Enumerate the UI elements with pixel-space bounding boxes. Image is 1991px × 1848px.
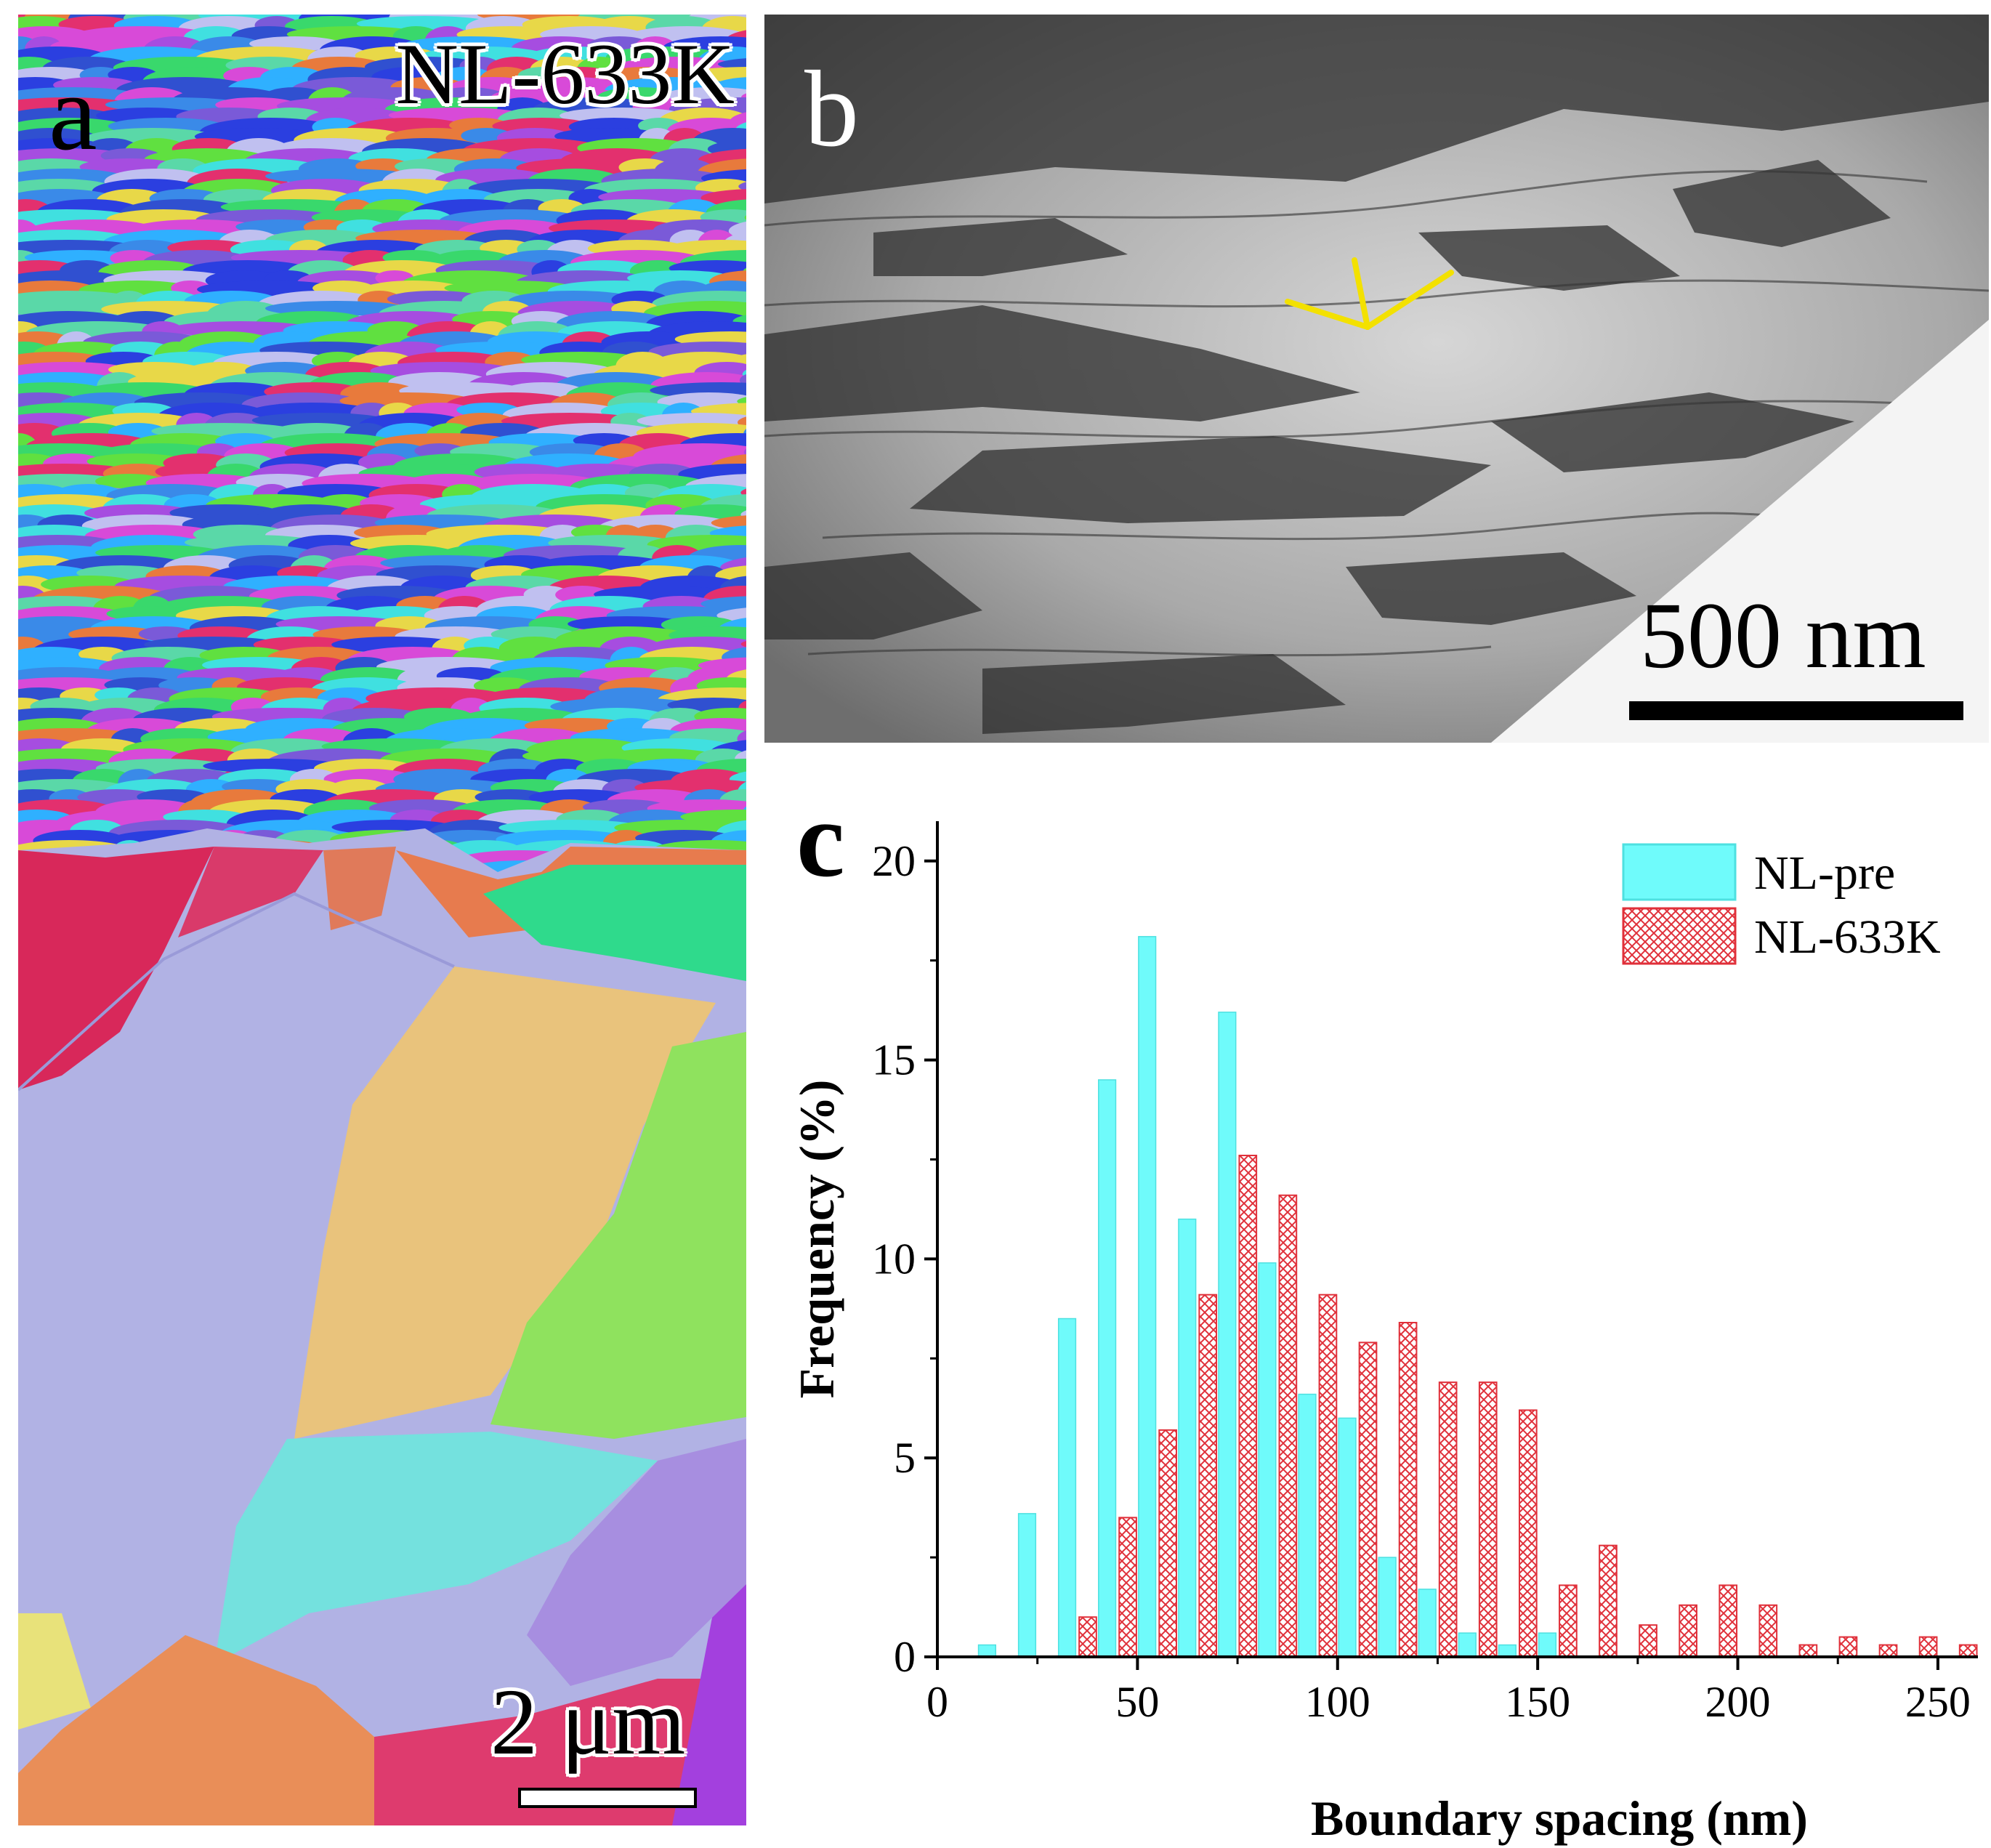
scale-bar-label-b: 500 nm	[1640, 584, 1926, 688]
bar-nl-633k	[1358, 1341, 1378, 1658]
bar-nl-pre	[1538, 1632, 1557, 1658]
x-tick-label: 250	[1905, 1678, 1971, 1726]
bar-nl-633k	[1918, 1636, 1938, 1658]
bar-nl-633k	[1198, 1294, 1218, 1658]
y-tick-label: 0	[894, 1633, 916, 1681]
scale-bar-a	[518, 1788, 697, 1808]
bar-nl-pre	[1138, 936, 1157, 1658]
legend-label-nl-pre: NL-pre	[1754, 847, 1895, 900]
y-tick-label: 15	[872, 1036, 916, 1084]
bar-nl-633k	[1238, 1155, 1258, 1658]
bar-nl-633k	[1679, 1604, 1697, 1658]
bar-nl-pre	[977, 1644, 996, 1658]
legend-swatch-nl-633k	[1622, 907, 1737, 965]
coarse-grain-region	[18, 828, 746, 1825]
sample-label: NL-633K	[395, 25, 735, 122]
bar-nl-pre	[1017, 1513, 1037, 1658]
bar-nl-633k	[1559, 1584, 1578, 1658]
tem-micrograph	[764, 15, 1989, 743]
y-tick-label: 20	[872, 837, 916, 885]
bar-nl-pre	[1458, 1632, 1477, 1658]
bar-nl-633k	[1639, 1624, 1657, 1658]
panel-c-letter: c	[796, 785, 845, 900]
bar-nl-pre	[1057, 1318, 1077, 1658]
x-tick-label: 50	[1115, 1678, 1159, 1726]
bar-nl-pre	[1418, 1589, 1437, 1658]
bar-nl-pre	[1218, 1012, 1237, 1658]
bar-nl-633k	[1438, 1381, 1458, 1658]
ebsd-map-panel: a NL-633K 2 μm	[18, 15, 746, 1825]
bar-nl-pre	[1498, 1644, 1517, 1658]
ebsd-map	[18, 15, 746, 1825]
bar-nl-633k	[1318, 1294, 1338, 1658]
bar-nl-633k	[1758, 1604, 1778, 1658]
bar-nl-633k	[1278, 1194, 1298, 1658]
boundary-spacing-histogram: c 0 50 100 150 200 250 0 5 10 15 20 Boundary spaci…	[789, 785, 1978, 1846]
panel-b-letter: b	[804, 49, 859, 169]
tem-micrograph-panel: b 500 nm	[764, 15, 1989, 743]
x-tick-label: 200	[1705, 1678, 1771, 1726]
bar-nl-633k	[1958, 1644, 1978, 1658]
bar-nl-633k	[1599, 1544, 1618, 1658]
fine-grain-region	[18, 15, 746, 889]
y-tick-label: 5	[894, 1434, 916, 1482]
x-tick-label: 150	[1505, 1678, 1570, 1726]
bar-nl-pre	[1178, 1218, 1197, 1658]
panel-a-letter: a	[49, 52, 97, 173]
dark-grain-bands	[764, 15, 1989, 734]
x-tick-label: 100	[1305, 1678, 1370, 1726]
x-axis-title: Boundary spacing (nm)	[1311, 1791, 1808, 1846]
y-axis-title: Frequency (%)	[789, 1080, 844, 1399]
bar-nl-633k	[1878, 1644, 1898, 1658]
bar-nl-633k	[1518, 1409, 1538, 1658]
scale-bar-b	[1629, 701, 1963, 720]
bar-nl-633k	[1078, 1616, 1097, 1658]
bar-nl-pre	[1338, 1417, 1357, 1658]
histogram-panel: c 0 50 100 150 200 250 0 5 10 15 20 Boundary spaci…	[764, 785, 1991, 1848]
bar-nl-633k	[1838, 1636, 1858, 1658]
specimen-edge	[1491, 320, 1989, 743]
bar-nl-633k	[1478, 1381, 1498, 1658]
scale-bar-label-a: 2 μm	[490, 1670, 686, 1775]
legend-label-nl-633k: NL-633K	[1754, 911, 1941, 964]
bar-nl-633k	[1719, 1584, 1738, 1658]
y-tick-label: 10	[872, 1235, 916, 1283]
x-tick-label: 0	[926, 1678, 948, 1726]
bar-nl-633k	[1118, 1517, 1137, 1658]
bar-nl-pre	[1378, 1557, 1397, 1658]
bar-nl-pre	[1098, 1079, 1117, 1658]
bar-nl-633k	[1798, 1644, 1818, 1658]
bar-nl-pre	[1258, 1262, 1277, 1658]
legend-swatch-nl-pre	[1622, 843, 1737, 901]
grain-boundary-lines	[764, 170, 1989, 657]
bar-nl-633k	[1398, 1322, 1418, 1658]
triple-junction-annotation	[1285, 257, 1454, 330]
bar-nl-pre	[1298, 1393, 1317, 1658]
legend: NL-pre NL-633K	[1622, 843, 1941, 965]
bar-nl-633k	[1158, 1429, 1177, 1658]
